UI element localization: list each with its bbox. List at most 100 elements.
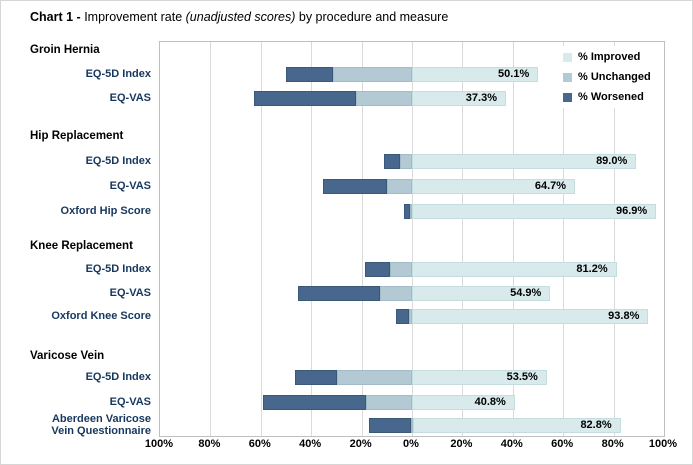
improved-value-label: 82.8% [580, 418, 612, 431]
gridline [412, 42, 413, 436]
improved-value-label: 96.9% [615, 204, 648, 217]
chart-title: Chart 1 - Improvement rate (unadjusted s… [30, 10, 448, 24]
axis-tick-label: 0% [403, 438, 419, 450]
bar-segment-worsened [286, 67, 334, 82]
improved-swatch-icon [563, 52, 572, 62]
axis-tick-label: 20% [450, 438, 473, 450]
improved-value-label: 64.7% [534, 179, 567, 192]
legend-label: % Improved [578, 51, 641, 63]
bar-segment-unchanged [408, 309, 412, 324]
gridline [512, 42, 514, 436]
improved-value-label: 37.3% [465, 91, 497, 104]
bar-segment-improved [412, 417, 622, 433]
measure-label: Oxford Knee Score [51, 310, 151, 322]
bar-segment-improved [411, 262, 617, 277]
measure-label: EQ-VAS [109, 179, 151, 192]
bar-segment-worsened [368, 417, 411, 433]
measure-label: EQ-5D Index [85, 371, 151, 383]
bar-segment-unchanged [379, 285, 412, 301]
measure-label: EQ-5D Index [85, 263, 151, 275]
bar-row [298, 285, 551, 301]
bar-row [364, 262, 617, 277]
measure-label: EQ-VAS [109, 396, 151, 408]
axis-tick-label: 40% [299, 438, 322, 450]
improved-value-label: 89.0% [596, 154, 628, 167]
axis-tick-label: 80% [198, 438, 221, 450]
group-label: Hip Replacement [30, 130, 124, 142]
bar-segment-improved [411, 67, 539, 82]
measure-label: EQ-VAS [109, 286, 151, 299]
group-label: Varicose Vein [30, 350, 105, 362]
bar-segment-improved [411, 203, 657, 219]
chart-title-prefix: Chart 1 - [30, 10, 85, 24]
bar-row [368, 417, 622, 433]
axis-tick-label: 40% [500, 438, 523, 450]
bar-segment-worsened [364, 262, 391, 277]
bar-segment-improved [411, 285, 551, 301]
bar-segment-unchanged [365, 395, 412, 410]
bar-segment-worsened [396, 309, 409, 324]
bar-segment-improved [411, 178, 575, 194]
gridline [361, 42, 363, 436]
legend-item-unchanged: % Unchanged [563, 67, 651, 87]
bar-segment-worsened [253, 90, 357, 106]
bar-segment-unchanged [386, 178, 412, 194]
chart-title-suffix: by procedure and measure [295, 10, 449, 24]
unchanged-swatch-icon [563, 72, 572, 82]
improved-value-label: 53.5% [506, 371, 538, 383]
worsened-swatch-icon [563, 92, 572, 102]
bar-row [396, 309, 649, 324]
bar-segment-improved [411, 370, 547, 385]
axis-tick-label: 20% [349, 438, 372, 450]
legend-label: % Unchanged [578, 71, 651, 83]
bar-segment-worsened [323, 178, 387, 194]
legend-item-improved: % Improved [563, 47, 651, 67]
bar-segment-worsened [294, 370, 338, 385]
bar-row [294, 370, 547, 385]
measure-label: Aberdeen Varicose Vein Questionnaire [51, 412, 151, 437]
gridline [563, 42, 565, 436]
bar-segment-unchanged [337, 370, 412, 385]
legend: % Improved % Unchanged % Worsened [560, 46, 654, 108]
bar-row [262, 395, 515, 410]
axis-tick-label: 80% [601, 438, 624, 450]
bar-segment-worsened [384, 153, 400, 169]
improved-value-label: 81.2% [576, 263, 608, 275]
bar-row [253, 90, 506, 106]
measure-label: EQ-5D Index [85, 154, 151, 167]
bar-segment-unchanged [399, 153, 412, 169]
chart-title-main: Improvement rate [84, 10, 186, 24]
bar-segment-worsened [298, 285, 380, 301]
bar-segment-worsened [262, 395, 366, 410]
legend-label: % Worsened [578, 91, 644, 103]
bar-segment-unchanged [333, 67, 412, 82]
axis-tick-label: 60% [551, 438, 574, 450]
group-label: Knee Replacement [30, 240, 133, 252]
gridline [462, 42, 464, 436]
improved-value-label: 50.1% [498, 68, 530, 80]
improved-value-label: 40.8% [474, 396, 506, 408]
bar-segment-unchanged [356, 90, 412, 106]
bar-row [404, 203, 657, 219]
bar-segment-improved [411, 309, 649, 324]
group-label: Groin Hernia [30, 44, 100, 56]
axis-tick-label: 100% [144, 438, 174, 450]
bar-segment-unchanged [409, 203, 412, 219]
gridline [311, 42, 313, 436]
gridline [210, 42, 212, 436]
bar-segment-improved [411, 90, 506, 106]
bar-row [323, 178, 575, 194]
bar-segment-improved [411, 153, 637, 169]
measure-label: EQ-5D Index [85, 68, 151, 80]
bar-segment-worsened [404, 203, 410, 219]
axis-tick-label: 100% [648, 438, 678, 450]
axis-tick-label: 60% [248, 438, 271, 450]
bar-row [286, 67, 539, 82]
chart-title-italic: (unadjusted scores) [185, 10, 296, 24]
bar-segment-unchanged [390, 262, 412, 277]
bar-row [384, 153, 637, 169]
bar-segment-unchanged [410, 417, 413, 433]
gridline [260, 42, 262, 436]
improved-value-label: 93.8% [608, 310, 640, 322]
